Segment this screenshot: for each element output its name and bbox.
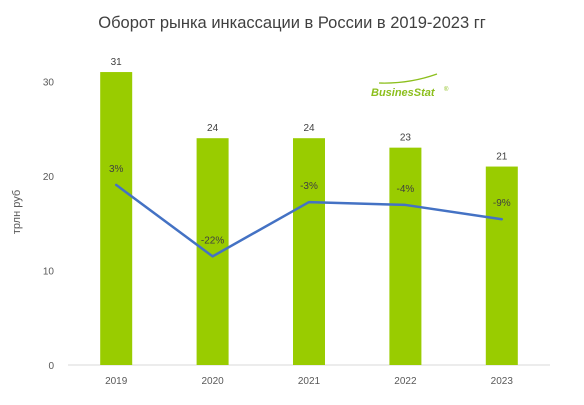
growth-value-label: -9%	[493, 198, 511, 209]
growth-value-labels: 3% -22% -3% -4% -9%	[109, 164, 511, 246]
bar-series	[100, 72, 518, 366]
growth-line	[114, 183, 504, 258]
y-tick-label: 20	[43, 172, 55, 183]
logo-text: BusinesStat	[371, 87, 436, 99]
y-axis-title: трлн руб	[11, 190, 23, 234]
logo-swoosh-icon	[378, 73, 438, 84]
bar	[196, 138, 229, 365]
x-tick-label: 2020	[201, 376, 224, 387]
growth-line-series	[114, 183, 504, 258]
x-tick-labels: 2019 2020 2021 2022 2023	[105, 376, 513, 387]
bar-value-label: 24	[207, 123, 219, 134]
growth-value-label: -4%	[397, 184, 415, 195]
bar-value-labels: 31 24 24 23 21	[111, 57, 508, 163]
y-tick-label: 0	[48, 361, 54, 372]
registered-mark: ®	[444, 86, 449, 93]
businesstat-logo: BusinesStat ®	[371, 73, 449, 99]
growth-value-label: -3%	[300, 181, 318, 192]
bar	[485, 166, 518, 365]
x-tick-label: 2022	[394, 376, 417, 387]
growth-value-label: -22%	[201, 235, 224, 246]
chart-title: Оборот рынка инкассации в России в 2019-…	[98, 14, 486, 32]
bar-value-label: 21	[496, 152, 508, 163]
bar	[100, 72, 133, 366]
x-tick-label: 2021	[298, 376, 321, 387]
growth-value-label: 3%	[109, 164, 124, 175]
x-tick-label: 2023	[491, 376, 514, 387]
bar	[293, 138, 325, 365]
y-tick-label: 10	[43, 267, 55, 278]
x-tick-label: 2019	[105, 376, 128, 387]
bar-value-label: 31	[111, 57, 123, 68]
bar-value-label: 24	[303, 123, 315, 134]
bar	[389, 147, 422, 365]
y-tick-label: 30	[43, 78, 55, 89]
y-tick-labels: 0 10 20 30	[43, 78, 55, 373]
bar-value-label: 23	[400, 133, 412, 144]
